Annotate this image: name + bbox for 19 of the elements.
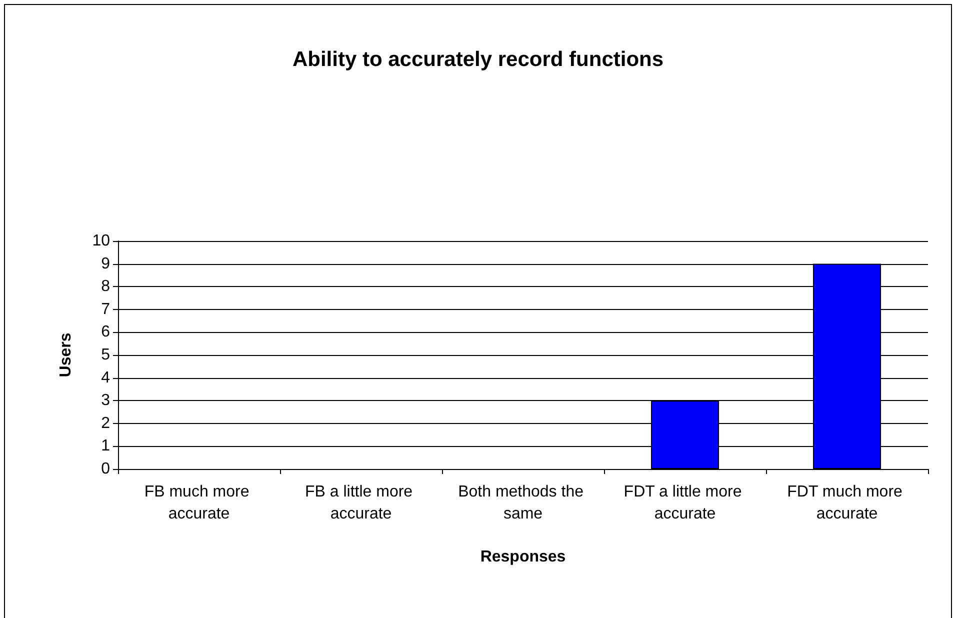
y-tick-label: 7 xyxy=(101,300,110,318)
y-tick-label: 6 xyxy=(101,324,110,341)
x-tick-label: FB much more accurate xyxy=(144,484,254,522)
y-tick-label: 4 xyxy=(101,369,110,386)
x-axis-title: Responses xyxy=(480,548,566,566)
chart-title: Ability to accurately record functions xyxy=(292,48,664,71)
y-tick-label: 1 xyxy=(101,438,110,455)
y-tick-label: 8 xyxy=(101,278,110,296)
y-tick-label: 9 xyxy=(101,255,110,272)
y-axis-title: Users xyxy=(58,332,74,378)
x-tick-label: FDT much more accurate xyxy=(787,484,907,522)
x-tick-label: FB a little more accurate xyxy=(304,484,418,522)
y-tick-label: 5 xyxy=(101,346,110,364)
x-tick-label: Both methods the same xyxy=(458,484,588,522)
y-tick-label: 10 xyxy=(92,232,110,250)
x-tick-label: FDT a little more accurate xyxy=(624,484,746,522)
y-tick-label: 3 xyxy=(101,392,110,410)
y-tick-label: 0 xyxy=(101,460,110,478)
y-tick-label: 2 xyxy=(101,414,110,432)
